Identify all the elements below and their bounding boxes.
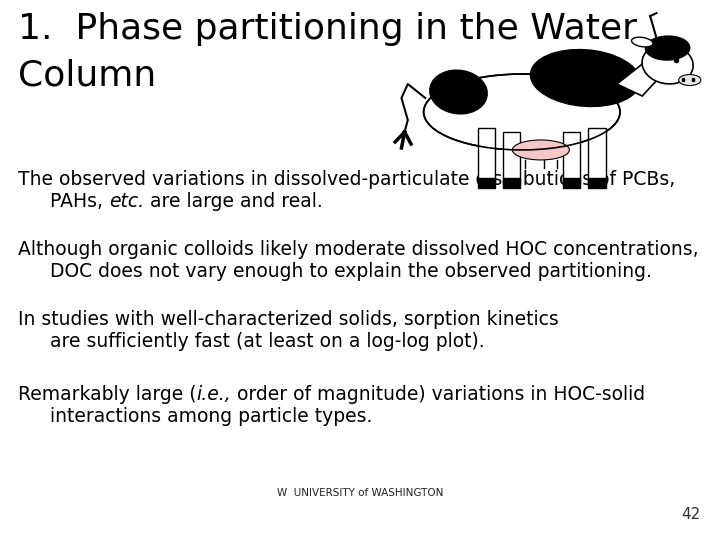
Bar [588, 178, 606, 188]
Text: PAHs,: PAHs, [50, 192, 109, 211]
Bar [477, 178, 495, 188]
Text: are sufficiently fast (at least on a log-log plot).: are sufficiently fast (at least on a log… [50, 332, 485, 351]
Text: etc.: etc. [109, 192, 144, 211]
Text: PUGET SOUND: PUGET SOUND [186, 457, 332, 475]
Ellipse shape [531, 50, 640, 106]
Text: INSTITUTE: INSTITUTE [369, 457, 474, 475]
Ellipse shape [513, 140, 570, 160]
Text: order of magnitude) variations in HOC-solid: order of magnitude) variations in HOC-so… [231, 385, 646, 404]
Bar [563, 132, 580, 184]
Bar [503, 132, 521, 184]
Ellipse shape [642, 44, 693, 84]
Text: i.e.,: i.e., [197, 385, 231, 404]
Ellipse shape [645, 36, 690, 60]
Text: Column: Column [18, 58, 156, 92]
Ellipse shape [679, 75, 701, 85]
Text: Although organic colloids likely moderate dissolved HOC concentrations,: Although organic colloids likely moderat… [18, 240, 698, 259]
Text: In studies with well-characterized solids, sorption kinetics: In studies with well-characterized solid… [18, 310, 559, 329]
Ellipse shape [631, 37, 653, 47]
Text: interactions among particle types.: interactions among particle types. [50, 407, 372, 426]
Text: W  UNIVERSITY of WASHINGTON: W UNIVERSITY of WASHINGTON [276, 488, 444, 498]
Bar [563, 178, 580, 188]
Text: 1.  Phase partitioning in the Water: 1. Phase partitioning in the Water [18, 12, 637, 46]
Text: 42: 42 [680, 507, 700, 522]
Polygon shape [617, 64, 665, 96]
Ellipse shape [430, 70, 487, 114]
Bar [588, 128, 606, 184]
Text: are large and real.: are large and real. [144, 192, 323, 211]
Text: The observed variations in dissolved-particulate distributions of PCBs,: The observed variations in dissolved-par… [18, 170, 675, 189]
Bar [503, 178, 521, 188]
Text: DOC does not vary enough to explain the observed partitioning.: DOC does not vary enough to explain the … [50, 262, 652, 281]
Bar [477, 128, 495, 184]
Text: Remarkably large (: Remarkably large ( [18, 385, 197, 404]
Ellipse shape [423, 74, 620, 150]
